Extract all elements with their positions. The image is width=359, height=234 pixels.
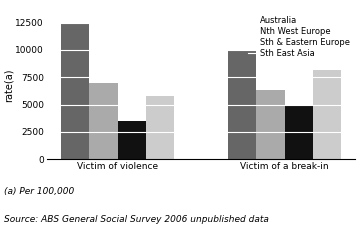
Bar [146, 96, 174, 159]
Bar [256, 90, 285, 159]
Legend: Australia, Nth West Europe, Sth & Eastern Europe, Sth East Asia: Australia, Nth West Europe, Sth & Easter… [246, 15, 351, 60]
Y-axis label: rate(a): rate(a) [4, 69, 14, 102]
Text: Source: ABS General Social Survey 2006 unpublished data: Source: ABS General Social Survey 2006 u… [4, 215, 269, 224]
Bar [285, 105, 313, 159]
Bar [313, 69, 341, 159]
Bar [89, 83, 117, 159]
Bar [228, 50, 256, 159]
Bar [117, 121, 146, 159]
Bar [61, 23, 89, 159]
Text: (a) Per 100,000: (a) Per 100,000 [4, 187, 74, 196]
